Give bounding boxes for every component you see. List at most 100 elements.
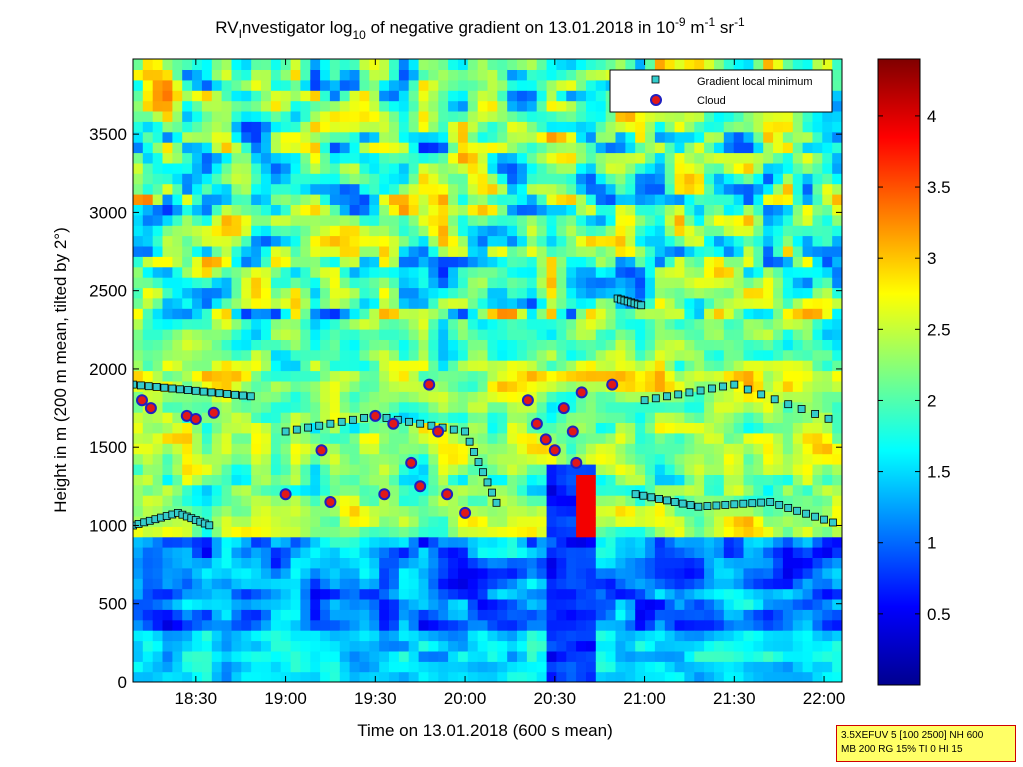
heatmap-cell: [359, 329, 370, 340]
heatmap-cell: [694, 349, 705, 361]
heatmap-cell: [231, 640, 242, 652]
heatmap-cell: [812, 152, 823, 164]
heatmap-cell: [329, 318, 341, 330]
heatmap-cell: [221, 245, 232, 257]
heatmap-cell: [733, 245, 745, 257]
heatmap-cell: [694, 110, 705, 122]
heatmap-cell: [192, 401, 203, 413]
heatmap-cell: [231, 225, 242, 237]
heatmap-cell: [822, 547, 833, 558]
heatmap-cell: [625, 142, 636, 154]
heatmap-cell: [586, 162, 597, 174]
heatmap-cell: [320, 370, 331, 382]
heatmap-cell: [211, 131, 223, 143]
heatmap-cell: [723, 474, 735, 486]
gradient-minimum-marker: [708, 384, 716, 393]
heatmap-cell: [536, 453, 548, 465]
heatmap-cell: [615, 245, 626, 257]
heatmap-cell: [211, 432, 223, 444]
heatmap-cell: [418, 453, 429, 465]
colorbar-tick-label: 3: [927, 249, 936, 268]
heatmap-cell: [329, 121, 341, 133]
heatmap-cell: [753, 547, 764, 558]
heatmap-cell: [428, 630, 439, 642]
heatmap-cell: [182, 609, 193, 621]
heatmap-cell: [290, 277, 301, 289]
heatmap-cell: [211, 121, 223, 133]
x-axis-label: Time on 13.01.2018 (600 s mean): [357, 721, 612, 740]
heatmap-cell: [241, 329, 252, 340]
heatmap-cell: [546, 225, 557, 237]
heatmap-cell: [310, 131, 321, 143]
heatmap-cell: [792, 484, 804, 496]
heatmap-cell: [507, 495, 518, 507]
heatmap-cell: [753, 412, 764, 423]
heatmap-cell: [586, 630, 597, 642]
heatmap-cell: [408, 661, 420, 673]
heatmap-cell: [625, 370, 636, 382]
heatmap-cell: [270, 121, 282, 133]
heatmap-cell: [753, 464, 764, 475]
heatmap-cell: [576, 194, 587, 205]
heatmap-cell: [192, 422, 203, 434]
gradient-minimum-marker: [470, 447, 478, 456]
heatmap-cell: [477, 505, 489, 517]
heatmap-cell: [763, 536, 774, 548]
heatmap-cell: [684, 609, 695, 621]
heatmap-cell: [674, 349, 685, 361]
heatmap-cell: [635, 194, 646, 205]
heatmap-cell: [743, 557, 754, 569]
heatmap-cell: [615, 370, 626, 382]
legend-box: [609, 69, 833, 113]
heatmap-cell: [704, 121, 715, 133]
heatmap-cell: [349, 245, 360, 257]
heatmap-cell: [290, 79, 301, 91]
heatmap-cell: [536, 297, 548, 309]
heatmap-cell: [586, 225, 597, 237]
heatmap-cell: [211, 474, 223, 486]
heatmap-cell: [635, 598, 646, 610]
heatmap-cell: [615, 59, 626, 70]
heatmap-cell: [792, 121, 804, 133]
heatmap-cell: [369, 630, 380, 642]
heatmap-cell: [398, 360, 410, 372]
cloud-marker: [575, 386, 588, 399]
heatmap-cell: [389, 121, 400, 133]
heatmap-cell: [467, 287, 479, 299]
heatmap-cell: [310, 256, 321, 268]
heatmap-cell: [556, 370, 567, 382]
heatmap-cell: [142, 412, 154, 423]
heatmap-cell: [359, 391, 370, 403]
heatmap-cell: [221, 173, 232, 185]
heatmap-cell: [162, 194, 173, 205]
heatmap-cell: [664, 630, 676, 642]
heatmap-cell: [605, 464, 617, 475]
heatmap-cell: [802, 650, 813, 662]
heatmap-cell: [723, 142, 735, 154]
heatmap-cell: [714, 194, 725, 205]
heatmap-cell: [418, 360, 429, 372]
cloud-marker: [570, 456, 583, 469]
heatmap-cell: [605, 245, 617, 257]
heatmap-cell: [635, 650, 646, 662]
heatmap-cell: [822, 536, 833, 548]
heatmap-cell: [497, 225, 508, 237]
heatmap-cell: [133, 100, 144, 112]
heatmap-cell: [605, 235, 617, 247]
heatmap-cell: [763, 650, 774, 662]
gradient-minimum-marker: [168, 384, 177, 393]
heatmap-cell: [251, 391, 262, 403]
heatmap-cell: [782, 650, 794, 662]
heatmap-cell: [733, 650, 745, 662]
heatmap-cell: [418, 204, 429, 216]
heatmap-cell: [261, 329, 272, 340]
heatmap-cell: [782, 329, 794, 340]
heatmap-cell: [822, 329, 833, 340]
heatmap-cell: [310, 360, 321, 372]
heatmap-cell: [221, 640, 232, 652]
heatmap-cell: [576, 287, 587, 299]
heatmap-cell: [448, 671, 459, 682]
heatmap-cell: [526, 59, 538, 70]
heatmap-cell: [576, 598, 587, 610]
heatmap-cell: [576, 349, 587, 361]
